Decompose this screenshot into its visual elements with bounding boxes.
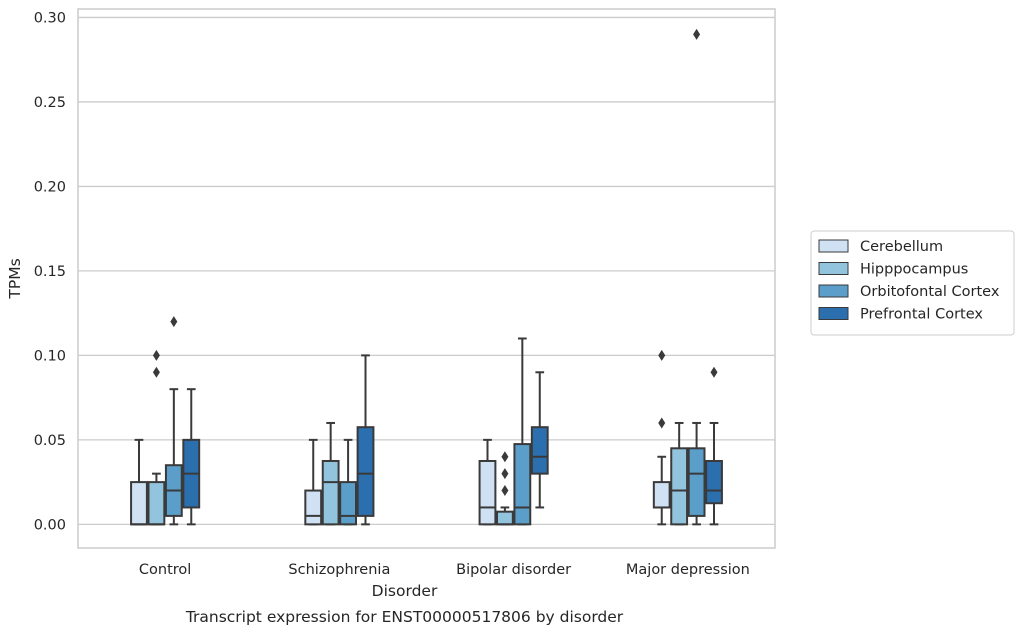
box-layer (130, 28, 723, 526)
x-tick-labels: Control Schizophrenia Bipolar disorder Majo… (139, 562, 750, 578)
box-body (478, 459, 497, 526)
box-orbitofontal-cortex-schizophrenia (339, 438, 357, 526)
legend: Cerebellum Hipppocampus Orbitofontal Corte… (810, 230, 1015, 336)
x-tick-label: Schizophrenia (288, 562, 390, 578)
x-tick-label: Bipolar disorder (456, 562, 571, 578)
box-hipppocampus-control (147, 349, 166, 526)
legend-label: Prefrontal Cortex (860, 307, 983, 323)
box-body (130, 481, 148, 526)
box-body (705, 459, 723, 505)
legend-label: Cerebellum (860, 239, 943, 255)
x-tick-label: Major depression (626, 562, 750, 578)
box-body (687, 447, 706, 517)
outlier-point (501, 451, 509, 463)
box-cerebellum-major-depression (652, 349, 671, 526)
box-prefrontal-cortex-schizophrenia (356, 354, 375, 526)
x-tick-label: Control (139, 562, 191, 578)
box-orbitofontal-cortex-control (164, 316, 183, 526)
box-cerebellum-schizophrenia (304, 438, 323, 526)
box-hipppocampus-major-depression (670, 421, 689, 526)
box-orbitofontal-cortex-bipolar-disorder (513, 337, 532, 526)
box-body (147, 481, 166, 526)
box-body (496, 510, 514, 526)
plot-area-frame (77, 8, 776, 549)
box-prefrontal-cortex-bipolar-disorder (530, 371, 549, 509)
y-tick-labels: 0.00 0.05 0.10 0.15 0.20 0.25 0.30 (34, 10, 66, 533)
box-body (513, 443, 532, 526)
outlier-point (152, 349, 160, 361)
box-body (304, 489, 323, 526)
outlier-point (170, 316, 178, 328)
outlier-point (658, 349, 666, 361)
legend-label: Hipppocampus (860, 262, 968, 278)
y-tick-label: 0.05 (34, 433, 66, 449)
box-body (339, 481, 357, 526)
legend-frame (810, 230, 1015, 336)
box-hipppocampus-schizophrenia (321, 421, 340, 526)
outlier-point (710, 366, 718, 378)
y-axis-title: TPMs (6, 258, 24, 299)
outlier-point (658, 417, 666, 429)
y-tick-label: 0.20 (34, 179, 66, 195)
box-body (356, 426, 375, 517)
outlier-point (501, 468, 509, 480)
y-tick-label: 0.25 (34, 95, 66, 111)
box-prefrontal-cortex-major-depression (705, 366, 723, 526)
box-body (670, 447, 689, 526)
y-tick-label: 0.00 (34, 517, 66, 533)
outlier-point (501, 485, 509, 497)
legend-swatch (818, 307, 849, 320)
x-axis-title: Disorder (372, 582, 438, 600)
box-prefrontal-cortex-control (182, 388, 201, 526)
box-orbitofontal-cortex-major-depression (687, 28, 706, 526)
y-tick-label: 0.15 (34, 264, 66, 280)
legend-label: Orbitofontal Cortex (860, 284, 1000, 300)
legend-swatch (818, 262, 849, 275)
box-cerebellum-control (130, 438, 148, 526)
legend-swatch (818, 239, 849, 253)
box-hipppocampus-bipolar-disorder (496, 451, 514, 526)
y-tick-label: 0.10 (34, 348, 66, 364)
box-body (652, 481, 671, 509)
box-cerebellum-bipolar-disorder (478, 438, 497, 526)
outlier-point (152, 366, 160, 378)
outlier-point (693, 28, 701, 40)
figure-caption: Transcript expression for ENST0000051780… (185, 608, 624, 626)
legend-swatch (818, 284, 849, 298)
box-body (321, 459, 340, 526)
y-tick-label: 0.30 (34, 10, 66, 26)
box-body (530, 426, 549, 475)
